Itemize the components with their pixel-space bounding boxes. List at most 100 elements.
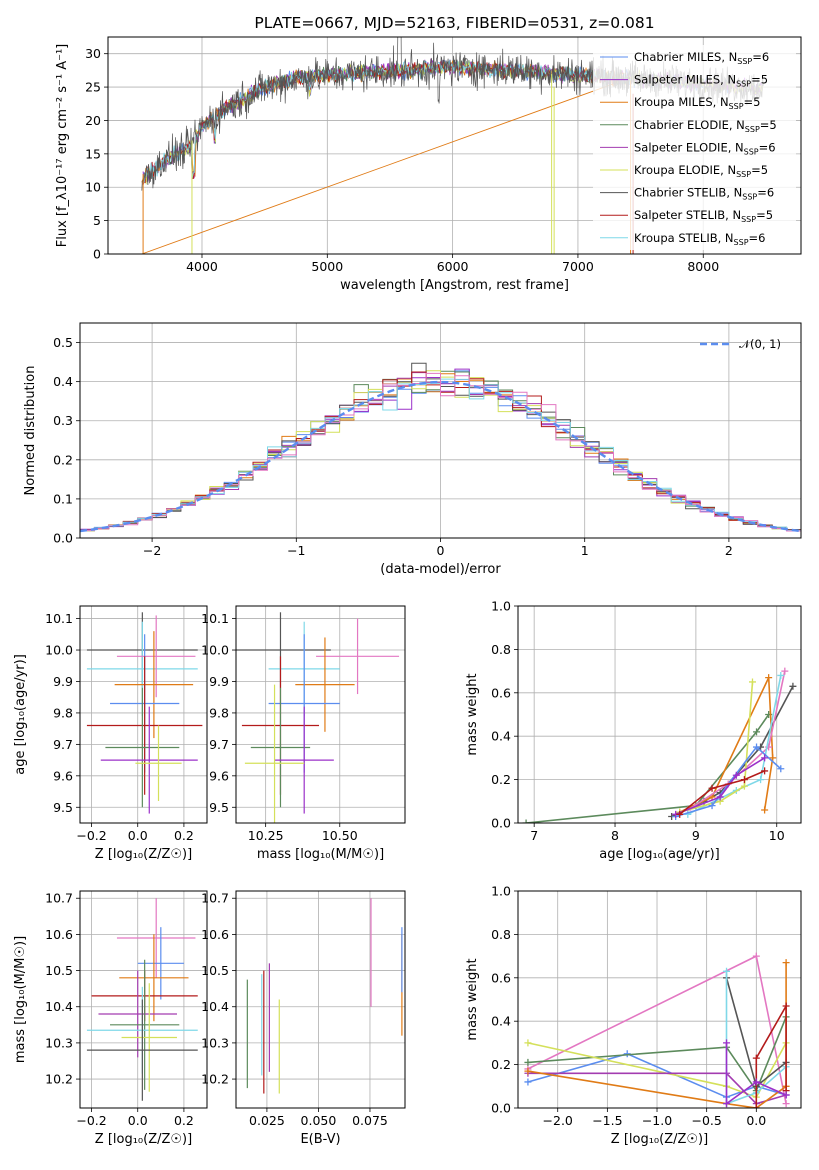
mass-weight-marker — [765, 674, 773, 682]
mw_vs_age-xlabel: age [log₁₀(age/yr)] — [599, 847, 720, 862]
x-tick-label: 9 — [692, 828, 700, 843]
y-tick-label: 0 — [93, 247, 101, 262]
y-tick-label: 9.6 — [209, 768, 229, 783]
y-tick-label: 10.6 — [201, 927, 229, 942]
x-tick-label: 10.50 — [322, 828, 358, 843]
mass-weight-line — [679, 681, 754, 813]
y-tick-label: 0.4 — [491, 729, 511, 744]
spectrum-frame — [107, 36, 802, 255]
y-tick-label: 1.0 — [491, 599, 511, 614]
age_vs_Z-xlabel: Z [log₁₀(Z/Z☉)] — [95, 847, 192, 862]
mass-weight-marker — [623, 1050, 631, 1058]
mass-weight-marker — [753, 743, 761, 751]
mw_vs_age-ylabel: mass weight — [465, 673, 480, 755]
y-tick-label: 0.6 — [491, 970, 511, 985]
mw_vs_age-lines — [522, 667, 797, 823]
legend-entry: Chabrier STELIB, NSSP=6 — [634, 186, 774, 202]
mw_vs_Z-lines — [524, 952, 790, 1108]
residuals-axes: −2 −1 0 1 2 0.0 0.1 0.2 0.3 0.4 0.5 — [53, 323, 801, 558]
legend-entry: Chabrier ELODIE, NSSP=5 — [634, 118, 777, 134]
mass-weight-marker — [723, 1100, 731, 1108]
mass-weight-marker — [782, 1100, 790, 1108]
mass-weight-marker — [708, 784, 716, 792]
mass-weight-marker — [782, 1091, 790, 1099]
y-tick-label: 1.0 — [491, 884, 511, 899]
y-tick-label: 20 — [85, 113, 101, 128]
mass_vs_Z-xlabel: Z [log₁₀(Z/Z☉)] — [95, 1132, 192, 1147]
mw_vs_Z-xlabel: Z [log₁₀(Z/Z☉)] — [611, 1132, 708, 1147]
spectrum-ylabel: Flux [f_λ10⁻¹⁷ erg cm⁻² s⁻¹ A⁻¹] — [55, 44, 70, 248]
mass_vs_Z-ylabel: mass [log₁₀(M/M☉)] — [13, 936, 28, 1063]
mass-weight-line — [526, 714, 770, 823]
age_vs_mass-xlabel: mass [log₁₀(M/M☉)] — [257, 847, 384, 862]
x-tick-label: 5000 — [311, 259, 343, 274]
mass-weight-marker — [753, 728, 761, 736]
mass-weight-marker — [761, 754, 769, 762]
x-tick-label: −1.0 — [642, 1113, 672, 1128]
y-tick-label: 0.8 — [491, 642, 511, 657]
y-tick-label: 9.8 — [53, 705, 73, 720]
age_vs_Z-ylabel: age [log₁₀(age/yr)] — [13, 654, 28, 775]
mass-weight-marker — [723, 1039, 731, 1047]
y-tick-label: 10.2 — [45, 1072, 73, 1087]
mass-weight-line — [725, 1042, 787, 1106]
x-tick-label: −0.5 — [691, 1113, 721, 1128]
y-tick-label: 10.4 — [45, 999, 73, 1014]
y-tick-label: 10.1 — [201, 611, 229, 626]
y-tick-label: 10 — [85, 180, 101, 195]
age_vs_Z-axes: −0.2 0.0 0.2 9.5 9.6 9.7 9.8 9.9 10.0 10.1 — [45, 606, 207, 843]
y-tick-label: 9.9 — [209, 674, 229, 689]
y-tick-label: 10.3 — [45, 1035, 73, 1050]
y-tick-label: 0.4 — [53, 374, 73, 389]
mass-weight-line — [675, 757, 766, 816]
mass_vs_ebv-xlabel: E(B-V) — [300, 1132, 340, 1147]
mass-weight-marker — [781, 667, 789, 675]
legend-entry: Salpeter MILES, NSSP=5 — [634, 73, 768, 89]
legend-entry: Chabrier MILES, NSSP=6 — [634, 50, 769, 66]
mass-weight-marker — [761, 806, 769, 814]
mass-weight-marker — [708, 802, 716, 810]
mass-weight-marker — [732, 771, 740, 779]
x-tick-label: 0.075 — [352, 1113, 388, 1128]
mass-weight-marker — [522, 819, 530, 823]
spectrum-title: PLATE=0667, MJD=52163, FIBERID=0531, z=0… — [254, 14, 654, 32]
y-tick-label: 10.5 — [201, 963, 229, 978]
x-tick-label: −0.2 — [76, 828, 106, 843]
mass-weight-marker — [752, 1078, 760, 1086]
mass-weight-marker — [752, 1104, 760, 1108]
x-tick-label: 0.0 — [128, 828, 148, 843]
age_vs_mass-frame — [235, 605, 406, 824]
y-tick-label: 10.5 — [45, 963, 73, 978]
spectrum-line — [141, 60, 631, 254]
age_vs_Z-errorbars — [86, 612, 203, 814]
mass_vs_Z-frame — [79, 890, 208, 1109]
y-tick-label: 0.0 — [491, 1101, 511, 1116]
y-tick-label: 0.5 — [53, 335, 73, 350]
mass-weight-marker — [752, 952, 760, 960]
gaussian-curve — [80, 380, 801, 533]
mass-weight-line — [687, 670, 786, 811]
x-tick-label: −1 — [287, 543, 305, 558]
y-tick-label: 0.4 — [491, 1014, 511, 1029]
mass-weight-marker — [740, 776, 748, 784]
x-tick-label: 8000 — [687, 259, 719, 274]
mass-weight-marker — [524, 1039, 532, 1047]
y-tick-label: 10.4 — [201, 999, 229, 1014]
mw_vs_Z-axes: −2.0 −1.5 −1.0 −0.5 0.0 0.0 0.2 0.4 0.6 0.8 1.0 — [491, 884, 801, 1128]
x-tick-label: 10.25 — [248, 828, 284, 843]
x-tick-label: 0.2 — [174, 1113, 194, 1128]
y-tick-label: 0.3 — [53, 413, 73, 428]
x-tick-label: 4000 — [186, 259, 218, 274]
x-tick-label: 8 — [611, 828, 619, 843]
x-tick-label: 7 — [530, 828, 538, 843]
mw_vs_Z-ylabel: mass weight — [465, 958, 480, 1040]
mw_vs_Z-frame — [517, 890, 802, 1109]
mass-weight-line — [725, 971, 787, 1105]
mass-weight-line — [527, 1016, 787, 1093]
mass-weight-marker — [740, 782, 748, 790]
mass-weight-marker — [789, 682, 797, 690]
mass-weight-marker — [524, 1078, 532, 1086]
x-tick-label: 6000 — [437, 259, 469, 274]
spectrum-xlabel: wavelength [Angstrom, rest frame] — [340, 278, 569, 293]
